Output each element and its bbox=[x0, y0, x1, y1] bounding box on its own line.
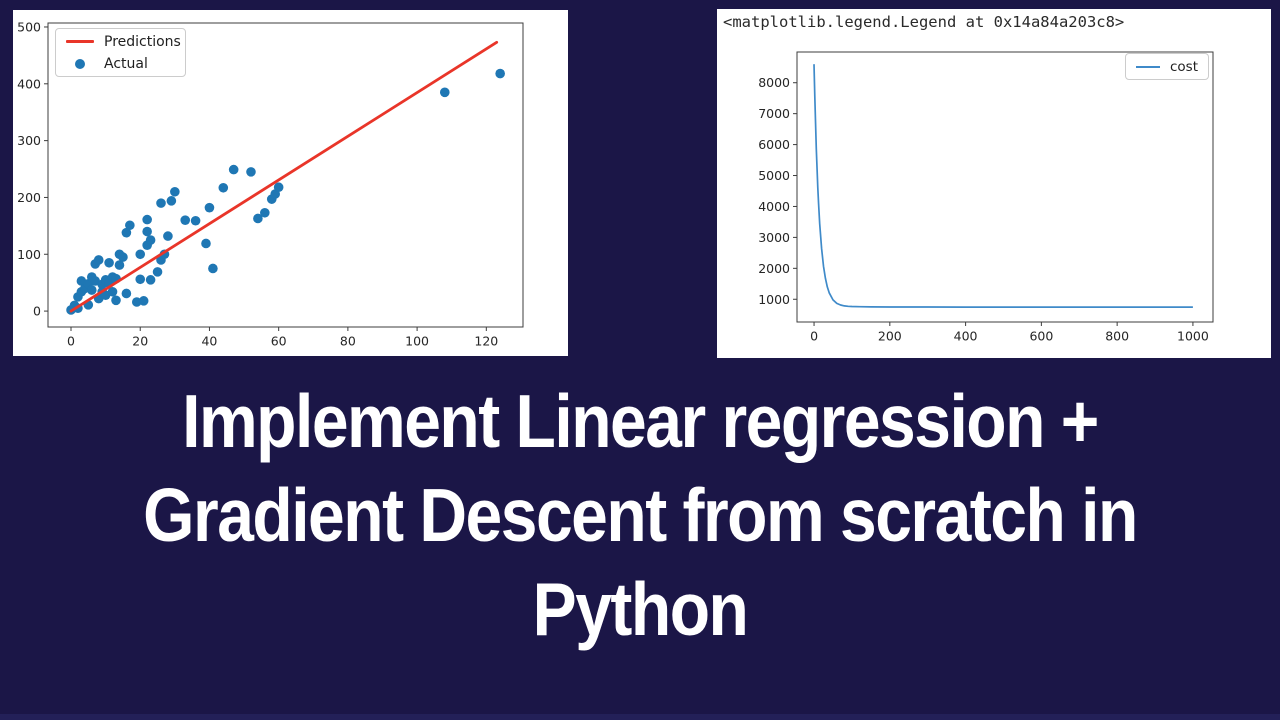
svg-text:0: 0 bbox=[67, 334, 75, 349]
legend-label-cost: cost bbox=[1169, 58, 1198, 75]
svg-text:80: 80 bbox=[340, 334, 356, 349]
svg-text:100: 100 bbox=[17, 247, 41, 262]
predictions-line-swatch bbox=[66, 40, 94, 43]
svg-text:0: 0 bbox=[810, 329, 818, 344]
cost-plot-panel: <matplotlib.legend.Legend at 0x14a84a203… bbox=[717, 9, 1271, 358]
svg-text:0: 0 bbox=[33, 304, 41, 319]
bottom-accent-strip bbox=[0, 714, 1280, 720]
svg-text:400: 400 bbox=[954, 329, 978, 344]
svg-text:20: 20 bbox=[132, 334, 148, 349]
svg-text:60: 60 bbox=[271, 334, 287, 349]
cost-line-swatch bbox=[1135, 65, 1160, 68]
legend-object-repr-text: <matplotlib.legend.Legend at 0x14a84a203… bbox=[723, 13, 1125, 31]
scatter-plot-legend: Predictions Actual bbox=[55, 28, 186, 77]
svg-text:5000: 5000 bbox=[758, 168, 790, 183]
svg-text:2000: 2000 bbox=[758, 261, 790, 276]
cost-plot: 0 200 400 600 800 1000 1000 2000 3000 4000 5000 600… bbox=[758, 51, 1214, 344]
svg-text:200: 200 bbox=[878, 329, 902, 344]
svg-text:7000: 7000 bbox=[758, 106, 790, 121]
scatter-plot-panel: 0 20 40 60 80 100 120 0 100 200 300 400 500 Predicti… bbox=[13, 10, 568, 356]
video-title-line-2: Gradient Descent from scratch in bbox=[143, 472, 1138, 558]
svg-text:500: 500 bbox=[17, 19, 41, 34]
svg-text:400: 400 bbox=[17, 76, 41, 91]
video-title-line-3: Python bbox=[532, 566, 749, 652]
svg-text:800: 800 bbox=[1105, 329, 1129, 344]
svg-text:1000: 1000 bbox=[1177, 329, 1209, 344]
svg-text:4000: 4000 bbox=[758, 199, 790, 214]
legend-item-predictions: Predictions bbox=[66, 33, 181, 51]
svg-text:200: 200 bbox=[17, 190, 41, 205]
svg-text:1000: 1000 bbox=[758, 292, 790, 307]
svg-text:120: 120 bbox=[474, 334, 498, 349]
legend-label-predictions: Predictions bbox=[104, 33, 181, 50]
legend-item-cost: cost bbox=[1135, 58, 1198, 76]
svg-text:100: 100 bbox=[405, 334, 429, 349]
svg-text:3000: 3000 bbox=[758, 230, 790, 245]
svg-text:600: 600 bbox=[1029, 329, 1053, 344]
legend-item-actual: Actual bbox=[66, 55, 175, 73]
svg-text:300: 300 bbox=[17, 133, 41, 148]
svg-text:8000: 8000 bbox=[758, 75, 790, 90]
scatter-plot: 0 20 40 60 80 100 120 0 100 200 300 400 500 bbox=[17, 19, 524, 349]
legend-label-actual: Actual bbox=[104, 55, 148, 72]
actual-dot-swatch bbox=[75, 58, 85, 69]
svg-text:40: 40 bbox=[201, 334, 217, 349]
cost-plot-legend: cost bbox=[1124, 53, 1209, 80]
video-title: Implement Linear regression + Gradient D… bbox=[0, 374, 1280, 656]
video-title-line-1: Implement Linear regression + bbox=[182, 378, 1099, 464]
svg-text:6000: 6000 bbox=[758, 137, 790, 152]
